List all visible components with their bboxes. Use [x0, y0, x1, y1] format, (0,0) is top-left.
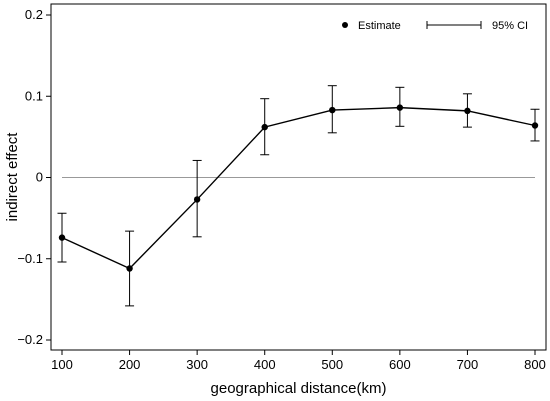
- estimate-point: [396, 104, 404, 111]
- estimate-point: [531, 122, 539, 129]
- y-tick-label: 0.1: [25, 88, 43, 103]
- x-tick-label: 300: [186, 357, 208, 372]
- y-tick-label: −0.2: [17, 332, 43, 347]
- x-tick-label: 100: [51, 357, 73, 372]
- legend: Estimate 95% CI: [342, 20, 528, 32]
- x-axis-title: geographical distance(km): [211, 380, 387, 397]
- estimate-line: [61, 106, 536, 270]
- estimate-point: [261, 123, 268, 131]
- legend-estimate-label: Estimate: [358, 20, 401, 32]
- x-tick-label: 400: [254, 357, 276, 372]
- x-tick-label: 700: [457, 357, 479, 372]
- y-tick-label: −0.1: [17, 251, 43, 266]
- plot-area: [50, 3, 547, 351]
- estimate-point: [193, 196, 201, 203]
- x-tick-label: 800: [524, 357, 546, 372]
- x-tick-label: 200: [119, 357, 141, 372]
- y-tick-label: 0: [36, 170, 43, 185]
- x-tick-label: 600: [389, 357, 411, 372]
- estimate-point: [464, 107, 471, 115]
- legend-ci-label: 95% CI: [492, 20, 528, 32]
- estimate-point: [126, 265, 133, 272]
- y-axis-title: indirect effect: [4, 132, 21, 222]
- estimate-point: [58, 234, 66, 241]
- ticks: −0.2 −0.1 0 0.1 0.2 100 200 300 400 500 600 700 800: [17, 7, 546, 372]
- marks: [57, 85, 540, 307]
- estimate-point: [329, 106, 336, 114]
- legend-estimate-marker: [342, 22, 348, 28]
- x-tick-label: 500: [321, 357, 343, 372]
- y-tick-label: 0.2: [25, 7, 43, 22]
